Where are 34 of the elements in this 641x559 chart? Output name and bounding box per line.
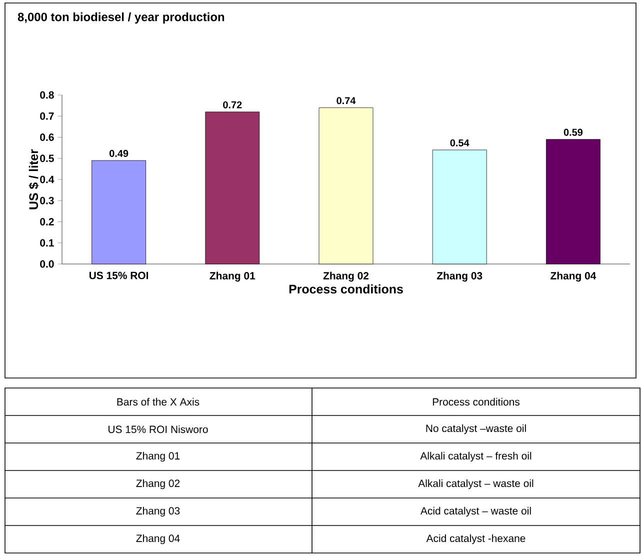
y-tick-label: 0.0: [40, 260, 54, 268]
y-axis-title: US $ / liter: [28, 149, 39, 210]
text: Acid catalyst – waste oil: [420, 506, 531, 517]
y-tick-label: 0.5: [40, 154, 54, 162]
chart-title: 8,000 ton biodiesel / year production: [18, 12, 224, 24]
x-tick-label: Zhang 02: [323, 272, 369, 282]
y-tick-label: 0.6: [40, 134, 54, 141]
x-axis-title: Process conditions: [289, 284, 403, 294]
text: Zhang 02: [136, 479, 180, 490]
x-tick-label: Zhang 03: [436, 272, 482, 282]
text: Alkali catalyst – fresh oil: [420, 452, 532, 462]
text: Process conditions: [432, 398, 520, 406]
text: Alkali catalyst – waste oil: [418, 479, 534, 490]
data-label: 0.72: [223, 101, 242, 108]
x-tick-label: Zhang 04: [550, 272, 596, 282]
y-tick-label: 0.2: [40, 218, 54, 226]
text: Acid catalyst -hexane: [426, 534, 526, 544]
y-tick-label: 0.4: [40, 176, 54, 184]
text: Zhang 03: [136, 506, 180, 517]
y-tick-label: 0.1: [40, 239, 54, 247]
text: No catalyst –waste oil: [426, 424, 526, 434]
data-label: 0.54: [450, 139, 470, 146]
text: Zhang 01: [136, 452, 180, 462]
text: US 15% ROI Nisworo: [108, 425, 208, 434]
x-tick-label: US 15% ROI: [89, 272, 148, 280]
text: Bars of the X Axis: [117, 398, 200, 406]
x-tick-label: Zhang 01: [210, 272, 256, 282]
data-label: 0.59: [564, 128, 583, 136]
data-label: 0.49: [110, 150, 128, 157]
y-tick-label: 0.7: [40, 112, 54, 120]
text: Zhang 04: [136, 534, 180, 544]
data-label: 0.74: [336, 97, 356, 104]
y-tick-label: 0.8: [40, 91, 54, 99]
y-tick-label: 0.3: [40, 196, 54, 204]
